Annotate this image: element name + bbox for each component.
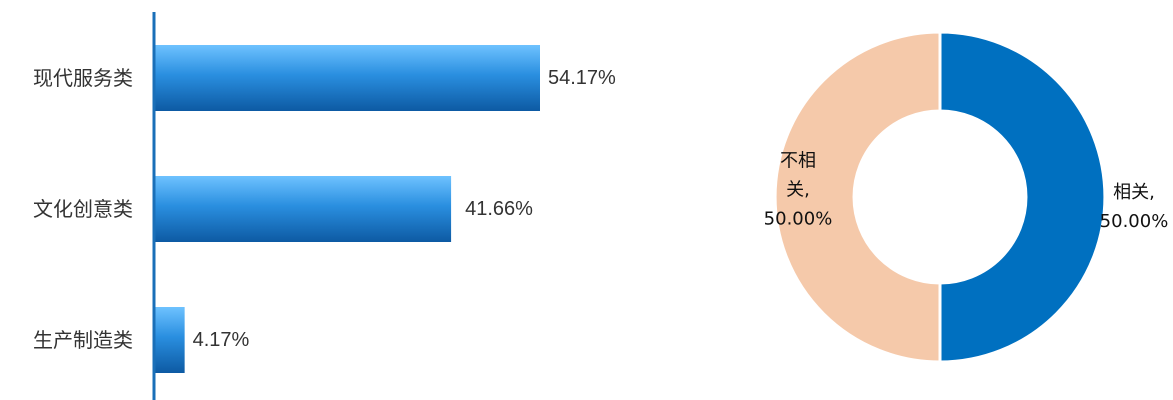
slice-label: 相关, 50.00% [1100,182,1169,232]
value-label: 4.17% [193,329,250,351]
category-label: 生产制造类 [33,328,133,352]
category-label: 文化创意类 [33,197,133,221]
bar [155,45,540,111]
donut-slice [938,30,1107,364]
bar [155,307,185,373]
donut-chart: 相关, 50.00% 不相关, 50.00% [764,30,1169,364]
bar [155,176,452,242]
bars-layer: 现代服务类 54.17% 文化创意类 41.66% 生产制造类 4.17% [33,45,616,373]
slice-label: 不相关, 50.00% [764,151,833,230]
category-label: 现代服务类 [33,66,133,90]
bar-chart: 现代服务类 54.17% 文化创意类 41.66% 生产制造类 4.17% [33,12,616,400]
value-label: 54.17% [548,67,616,89]
donut-slice [773,30,942,364]
value-label: 41.66% [465,198,533,220]
donut-layer: 相关, 50.00% 不相关, 50.00% [764,30,1169,364]
